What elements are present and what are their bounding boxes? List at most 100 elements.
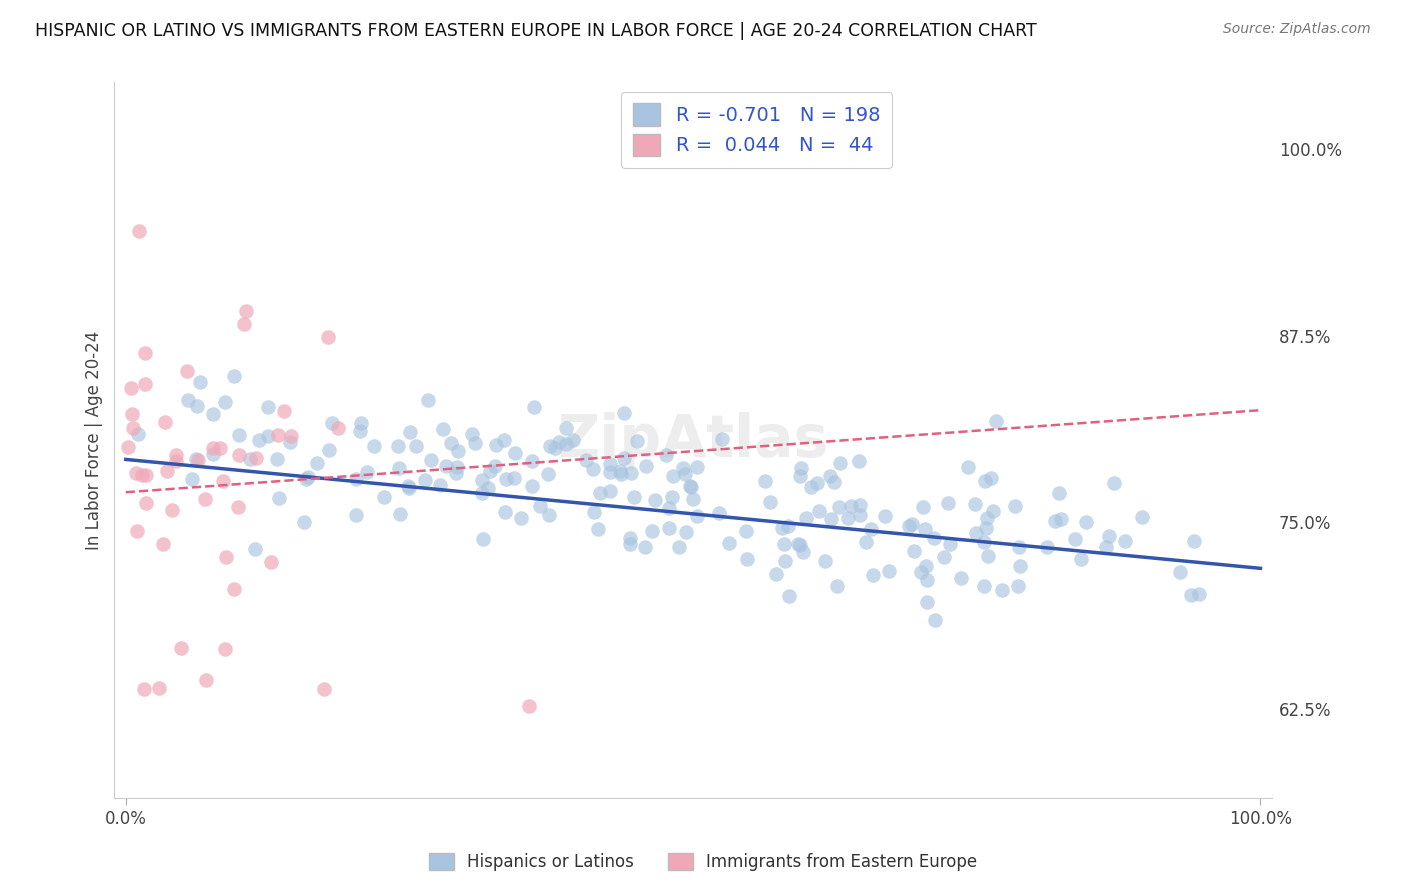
Point xyxy=(305,456,328,470)
Point xyxy=(201,407,224,421)
Point xyxy=(132,682,155,697)
Point xyxy=(485,438,508,452)
Point xyxy=(820,512,842,526)
Point xyxy=(582,462,605,476)
Point xyxy=(155,415,177,429)
Point xyxy=(245,450,267,465)
Point xyxy=(575,453,598,467)
Point xyxy=(160,503,183,517)
Point xyxy=(212,475,235,489)
Point xyxy=(1188,587,1211,601)
Point xyxy=(658,501,681,516)
Point xyxy=(537,508,560,522)
Point xyxy=(294,473,316,487)
Point xyxy=(226,500,249,515)
Point xyxy=(770,521,793,535)
Point xyxy=(222,582,245,596)
Point xyxy=(318,443,340,458)
Point xyxy=(247,433,270,447)
Point xyxy=(169,641,191,656)
Point xyxy=(429,477,451,491)
Point xyxy=(292,515,315,529)
Point xyxy=(915,558,938,573)
Point xyxy=(495,472,517,486)
Point xyxy=(973,535,995,549)
Point xyxy=(432,422,454,436)
Point xyxy=(1004,500,1026,514)
Point xyxy=(860,522,883,536)
Point xyxy=(1180,588,1202,602)
Point xyxy=(548,435,571,450)
Point xyxy=(280,429,302,443)
Point xyxy=(314,682,336,697)
Y-axis label: In Labor Force | Age 20-24: In Labor Force | Age 20-24 xyxy=(86,330,103,549)
Point xyxy=(267,427,290,442)
Point xyxy=(939,537,962,551)
Point xyxy=(543,442,565,456)
Point xyxy=(214,642,236,657)
Point xyxy=(977,549,1000,564)
Point xyxy=(186,399,208,413)
Point xyxy=(222,368,245,383)
Point xyxy=(1008,558,1031,573)
Point xyxy=(344,472,367,486)
Point xyxy=(1064,532,1087,546)
Point xyxy=(214,395,236,409)
Point xyxy=(1070,551,1092,566)
Point xyxy=(924,614,946,628)
Point xyxy=(675,525,697,540)
Point xyxy=(662,469,685,483)
Point xyxy=(389,507,412,521)
Point xyxy=(984,414,1007,428)
Point xyxy=(1074,516,1097,530)
Point xyxy=(619,531,641,545)
Point xyxy=(152,537,174,551)
Point xyxy=(613,450,636,465)
Point xyxy=(471,532,494,546)
Point xyxy=(478,464,501,478)
Point xyxy=(416,392,439,407)
Point xyxy=(778,589,800,603)
Point xyxy=(245,542,267,557)
Point xyxy=(903,543,925,558)
Point xyxy=(613,406,636,420)
Point xyxy=(792,545,814,559)
Point xyxy=(718,535,741,549)
Text: Source: ZipAtlas.com: Source: ZipAtlas.com xyxy=(1223,22,1371,37)
Point xyxy=(789,469,811,483)
Point xyxy=(373,490,395,504)
Point xyxy=(973,475,995,489)
Point xyxy=(686,509,709,524)
Point xyxy=(447,443,470,458)
Point xyxy=(976,521,998,535)
Point xyxy=(661,490,683,504)
Point xyxy=(773,537,796,551)
Point xyxy=(735,552,758,566)
Point xyxy=(668,540,690,554)
Point xyxy=(965,526,987,541)
Point xyxy=(848,508,870,522)
Point xyxy=(1114,533,1136,548)
Point xyxy=(828,500,851,514)
Point xyxy=(134,346,156,360)
Point xyxy=(1007,579,1029,593)
Point xyxy=(186,452,208,467)
Text: ZipAtlas: ZipAtlas xyxy=(558,411,828,468)
Point xyxy=(257,429,280,443)
Point xyxy=(537,467,560,481)
Point xyxy=(873,508,896,523)
Point xyxy=(778,519,800,533)
Point xyxy=(589,485,612,500)
Point xyxy=(529,499,551,513)
Point xyxy=(278,435,301,450)
Point xyxy=(837,510,859,524)
Point xyxy=(321,416,343,430)
Point xyxy=(599,484,621,499)
Point xyxy=(297,470,319,484)
Point xyxy=(1168,566,1191,580)
Point xyxy=(922,531,945,545)
Legend: Hispanics or Latinos, Immigrants from Eastern Europe: Hispanics or Latinos, Immigrants from Ea… xyxy=(420,845,986,880)
Text: HISPANIC OR LATINO VS IMMIGRANTS FROM EASTERN EUROPE IN LABOR FORCE | AGE 20-24 : HISPANIC OR LATINO VS IMMIGRANTS FROM EA… xyxy=(35,22,1036,40)
Point xyxy=(503,446,526,460)
Point xyxy=(655,449,678,463)
